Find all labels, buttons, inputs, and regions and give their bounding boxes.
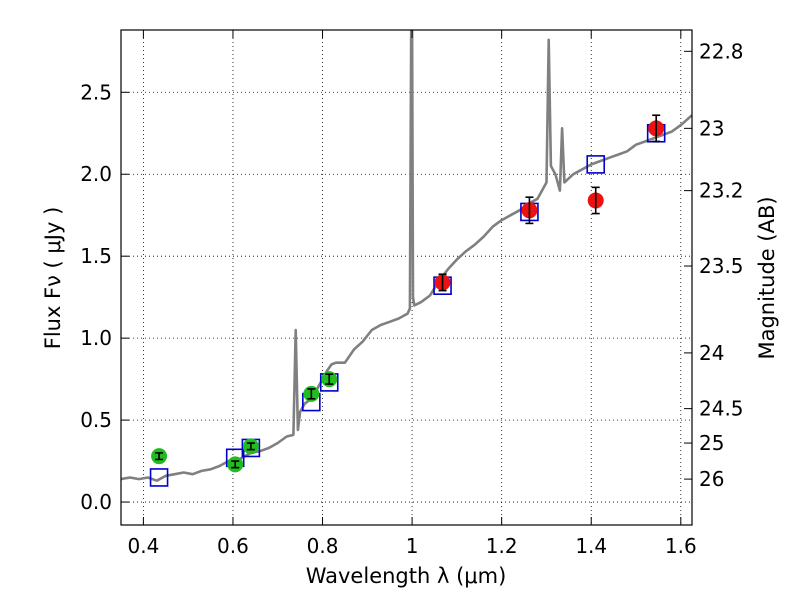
- y-axis-label: Flux Fν ( μJy ): [41, 207, 65, 350]
- right-tick-label: 23: [699, 116, 724, 140]
- axis-ticks: 0.4 0.6 0.8 1 1.2 1.4 1.6 0.0 0.5 1.0 1.5 2.0 2.5 22.…: [80, 30, 744, 558]
- x-tick-label: 0.6: [217, 534, 249, 558]
- plot-area: [121, 30, 692, 487]
- right-tick-label: 25: [699, 431, 724, 455]
- y-tick-label: 2.0: [80, 162, 112, 186]
- right-tick-label: 26: [699, 467, 724, 491]
- x-tick-label: 0.8: [307, 534, 339, 558]
- x-tick-label: 1.4: [575, 534, 607, 558]
- x-tick-label: 1.6: [665, 534, 697, 558]
- x-tick-label: 1.2: [486, 534, 518, 558]
- y-tick-label: 0.5: [80, 408, 112, 432]
- model-photometry-marker: [149, 468, 169, 487]
- right-tick-label: 22.8: [699, 39, 744, 63]
- plot-frame: [120, 29, 693, 526]
- y-tick-label: 1.5: [80, 244, 112, 268]
- model-photometry-marker: [586, 155, 606, 174]
- right-tick-label: 24.5: [699, 397, 744, 421]
- right-tick-label: 23.5: [699, 254, 744, 278]
- y-tick-label: 0.0: [80, 490, 112, 514]
- right-tick-label: 24: [699, 341, 724, 365]
- grid: [121, 30, 692, 525]
- x-tick-label: 0.4: [127, 534, 159, 558]
- y-tick-label: 2.5: [80, 80, 112, 104]
- x-axis-label: Wavelength λ (μm): [306, 564, 507, 588]
- right-axis-label: Magnitude (AB): [755, 196, 779, 359]
- right-tick-label: 23.2: [699, 179, 744, 203]
- y-tick-label: 1.0: [80, 326, 112, 350]
- x-tick-label: 1: [406, 534, 419, 558]
